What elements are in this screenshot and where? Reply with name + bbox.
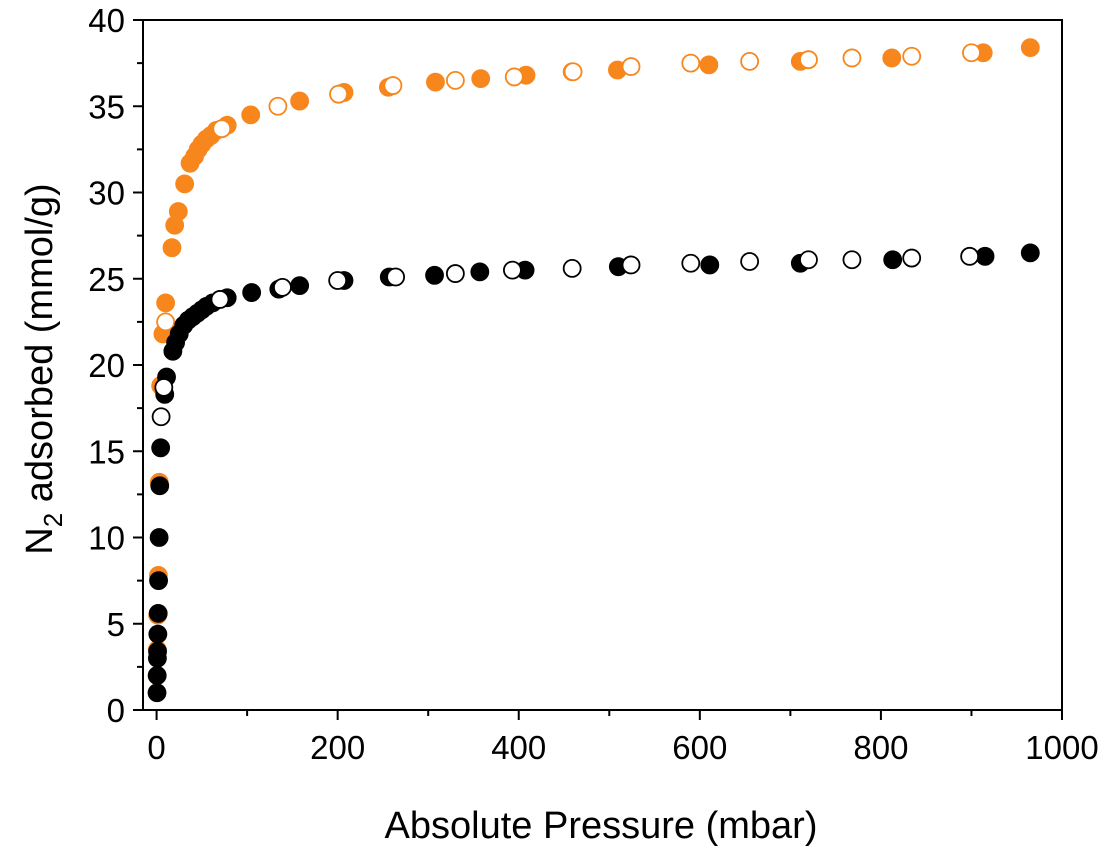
data-point bbox=[162, 238, 182, 258]
data-point bbox=[149, 571, 168, 591]
y-axis-title-suffix: adsorbed (mmol/g) bbox=[19, 183, 61, 512]
data-point bbox=[902, 248, 922, 268]
data-point bbox=[681, 53, 701, 73]
data-point bbox=[242, 283, 262, 302]
data-point bbox=[426, 72, 445, 92]
data-point bbox=[445, 264, 465, 283]
series-2 bbox=[147, 243, 1040, 703]
series-3 bbox=[151, 246, 980, 427]
data-point bbox=[740, 252, 760, 271]
data-point bbox=[883, 250, 903, 270]
data-point bbox=[273, 277, 292, 297]
data-point bbox=[148, 604, 168, 623]
data-point bbox=[150, 476, 170, 496]
data-point bbox=[842, 250, 862, 270]
data-point bbox=[328, 271, 348, 290]
y-axis-ticks: 0 5 10 15 20 25 30 35 40 bbox=[88, 2, 143, 729]
y-tick-label: 15 bbox=[88, 433, 125, 470]
x-tick-label: 600 bbox=[672, 729, 727, 766]
data-point bbox=[621, 255, 641, 275]
data-point bbox=[147, 683, 167, 703]
y-axis-title: N2 adsorbed (mmol/g) bbox=[19, 183, 68, 554]
data-point bbox=[212, 119, 232, 139]
data-point bbox=[329, 84, 348, 104]
data-point bbox=[799, 50, 818, 70]
data-point bbox=[740, 52, 760, 71]
data-point bbox=[882, 48, 902, 68]
data-point bbox=[147, 666, 167, 685]
data-point bbox=[975, 246, 995, 266]
y-tick-label: 25 bbox=[88, 261, 125, 298]
y-tick-label: 40 bbox=[88, 2, 125, 39]
y-axis-title-subscript: 2 bbox=[38, 513, 68, 527]
data-point bbox=[902, 46, 922, 66]
data-point bbox=[151, 407, 171, 427]
x-axis-ticks: 0 200 400 600 800 1000 bbox=[147, 710, 1099, 766]
y-tick-label: 10 bbox=[88, 520, 125, 557]
plot-border bbox=[142, 19, 1063, 711]
data-point bbox=[503, 260, 522, 280]
data-point bbox=[154, 378, 174, 397]
data-point bbox=[156, 312, 176, 332]
y-tick-label: 35 bbox=[88, 88, 125, 125]
data-point bbox=[960, 246, 980, 266]
data-point bbox=[386, 267, 406, 287]
data-point bbox=[700, 255, 720, 275]
data-points bbox=[147, 38, 1040, 703]
data-point bbox=[471, 69, 491, 89]
x-tick-label: 0 bbox=[147, 729, 165, 766]
data-point bbox=[470, 262, 490, 282]
data-point bbox=[504, 67, 524, 87]
x-tick-label: 1000 bbox=[1025, 729, 1098, 766]
data-point bbox=[425, 265, 444, 285]
x-axis-title: Absolute Pressure (mbar) bbox=[385, 805, 818, 846]
data-point bbox=[175, 174, 195, 194]
data-point bbox=[699, 55, 719, 75]
data-point bbox=[1020, 243, 1040, 263]
data-point bbox=[156, 293, 176, 313]
data-point bbox=[445, 70, 465, 90]
y-tick-label: 20 bbox=[88, 347, 125, 384]
x-tick-label: 400 bbox=[491, 729, 546, 766]
data-point bbox=[383, 76, 403, 95]
data-point bbox=[962, 43, 981, 63]
x-tick-label: 800 bbox=[853, 729, 908, 766]
x-tick-label: 200 bbox=[310, 729, 365, 766]
data-point bbox=[268, 96, 288, 116]
data-point bbox=[241, 105, 261, 125]
y-axis-title-prefix: N bbox=[19, 527, 61, 554]
data-point bbox=[290, 276, 310, 296]
data-point bbox=[799, 250, 818, 270]
data-point bbox=[168, 202, 188, 221]
data-point bbox=[562, 258, 582, 278]
series-1 bbox=[156, 43, 981, 332]
y-tick-label: 0 bbox=[107, 692, 125, 729]
data-point bbox=[290, 91, 310, 111]
data-point bbox=[151, 438, 171, 458]
data-point bbox=[563, 62, 583, 82]
data-point bbox=[1020, 38, 1040, 57]
data-point bbox=[149, 528, 169, 547]
y-tick-label: 5 bbox=[107, 606, 125, 643]
series-0 bbox=[147, 38, 1040, 685]
plot-frame bbox=[142, 19, 1063, 711]
data-point bbox=[210, 290, 230, 309]
y-tick-label: 30 bbox=[88, 175, 125, 212]
data-point bbox=[148, 641, 167, 661]
data-point bbox=[681, 253, 701, 273]
data-point bbox=[621, 57, 641, 76]
data-point bbox=[842, 48, 862, 68]
data-point bbox=[148, 624, 168, 644]
